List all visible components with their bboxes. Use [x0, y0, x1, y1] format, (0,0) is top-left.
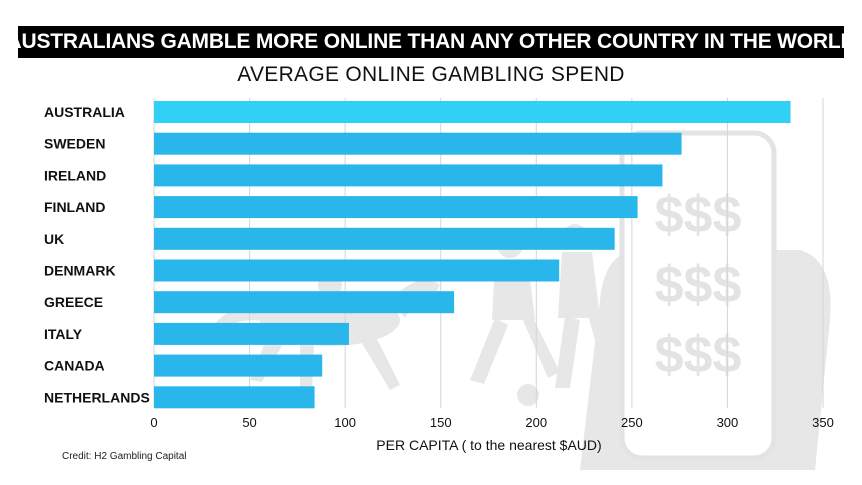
x-axis-tick-labels: 0 50 100 150 200 250 300 350	[150, 415, 833, 430]
x-tick-label: 150	[430, 415, 452, 430]
bar	[154, 132, 682, 155]
phone-in-hand-illustration: $$$ $$$ $$$	[580, 130, 831, 470]
x-tick-label: 350	[812, 415, 834, 430]
category-label: DENMARK	[44, 263, 116, 279]
banner-title-text: AUSTRALIANS GAMBLE MORE ONLINE THAN ANY …	[6, 30, 856, 53]
x-tick-label: 300	[717, 415, 739, 430]
svg-text:$$$: $$$	[655, 326, 742, 384]
chart-banner-title: AUSTRALIANS GAMBLE MORE ONLINE THAN ANY …	[7, 26, 856, 58]
category-label: CANADA	[44, 358, 105, 374]
bars-group	[154, 101, 791, 409]
category-label: UK	[44, 231, 64, 247]
svg-text:$$$: $$$	[655, 256, 742, 314]
chart-subtitle: AVERAGE ONLINE GAMBLING SPEND	[237, 63, 625, 86]
category-label: SWEDEN	[44, 136, 105, 152]
x-axis-label: PER CAPITA ( to the nearest $AUD)	[376, 437, 601, 453]
bar	[154, 322, 349, 345]
bar	[154, 354, 323, 377]
svg-text:$$$: $$$	[655, 186, 742, 244]
bar	[154, 291, 455, 314]
category-label: IRELAND	[44, 167, 106, 183]
x-tick-label: 200	[525, 415, 547, 430]
bar	[154, 227, 615, 250]
bar	[154, 386, 315, 409]
source-credit: Credit: H2 Gambling Capital	[62, 451, 187, 462]
category-labels: AUSTRALIA SWEDEN IRELAND FINLAND UK DENMARK GR…	[44, 104, 150, 405]
x-tick-label: 250	[621, 415, 643, 430]
bar	[154, 196, 638, 219]
bar	[154, 101, 791, 123]
bar	[154, 164, 663, 187]
x-tick-label: 100	[334, 415, 356, 430]
x-tick-label: 0	[150, 415, 157, 430]
x-tick-label: 50	[242, 415, 256, 430]
category-label: NETHERLANDS	[44, 389, 150, 405]
category-label: AUSTRALIA	[44, 104, 125, 120]
category-label: ITALY	[44, 326, 83, 342]
bar	[154, 259, 560, 282]
category-label: FINLAND	[44, 199, 105, 215]
category-label: GREECE	[44, 294, 103, 310]
